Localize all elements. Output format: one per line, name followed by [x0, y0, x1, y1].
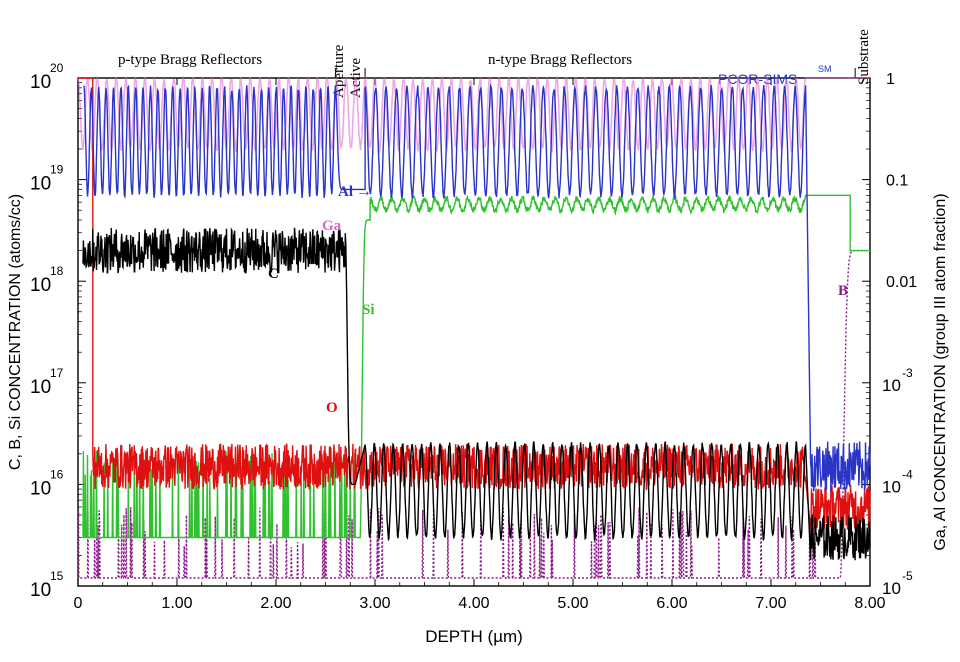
y-left-tick-base: 10: [30, 377, 51, 398]
x-tick-label: 3.00: [359, 595, 390, 612]
y-left-tick-exponent: 15: [50, 569, 64, 583]
annotation-arrow: →: [356, 183, 372, 200]
x-tick-label: 7.00: [755, 595, 786, 612]
y-right-tick-label: 1: [886, 71, 895, 88]
annotation-ga: Ga: [322, 218, 342, 234]
annotation-c: C: [268, 266, 279, 282]
y-left-tick-base: 10: [30, 478, 51, 499]
y-left-tick-base: 10: [30, 174, 51, 195]
x-tick-label: 4.00: [458, 595, 489, 612]
y-right-tick-exponent: -5: [902, 569, 913, 583]
y-left-tick-base: 10: [30, 72, 51, 93]
x-tick-label: 5.00: [557, 595, 588, 612]
region-label: Substrate: [856, 29, 872, 85]
x-tick-label: 0: [74, 595, 83, 612]
series-line-o: [78, 77, 871, 530]
y-left-tick-exponent: 20: [50, 61, 64, 75]
y-left-axis-title: C, B, Si CONCENTRATION (atoms/cc): [7, 194, 24, 470]
x-tick-label: 2.00: [260, 595, 291, 612]
x-axis-title: DEPTH (µm): [425, 627, 523, 646]
y-left-tick-exponent: 18: [50, 264, 64, 278]
annotation-si: Si: [362, 302, 375, 318]
y-left-tick-exponent: 17: [50, 366, 64, 380]
y-right-tick-exponent: -3: [902, 366, 913, 380]
annotation-b: B: [838, 283, 848, 299]
y-right-tick-exponent: -4: [902, 467, 913, 481]
y-left-tick-exponent: 19: [50, 163, 64, 177]
y-left-tick-exponent: 16: [50, 467, 64, 481]
series-line-c: [82, 227, 871, 561]
x-tick-label: 1.00: [161, 595, 192, 612]
brand-superscript: SM: [818, 64, 832, 74]
series-line-al: [83, 83, 871, 492]
y-right-axis-title: Ga, Al CONCENTRATION (group III atom fra…: [932, 193, 949, 550]
annotation-o: O: [326, 400, 338, 416]
annotation-al: Al: [338, 184, 353, 200]
series-line-si: [82, 194, 870, 539]
region-label: p-type Bragg Reflectors: [118, 52, 262, 68]
x-tick-label: 8.00: [854, 595, 885, 612]
x-tick-label: 6.00: [656, 595, 687, 612]
series-line-b: [77, 249, 870, 579]
y-right-tick-base: 10: [882, 477, 901, 496]
y-right-tick-label: 0.01: [886, 274, 917, 291]
y-left-tick-base: 10: [30, 580, 51, 601]
y-right-tick-base: 10: [882, 376, 901, 395]
y-right-tick-label: 0.1: [886, 173, 908, 190]
y-right-tick-base: 10: [882, 579, 901, 598]
region-label: n-type Bragg Reflectors: [488, 52, 632, 68]
y-left-tick-base: 10: [30, 275, 51, 296]
